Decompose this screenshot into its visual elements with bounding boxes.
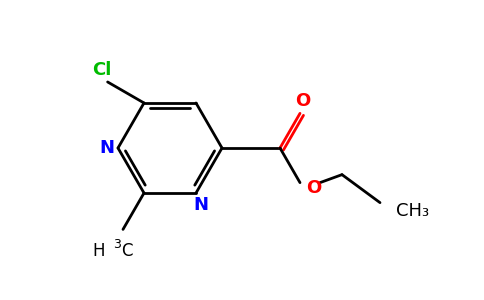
Text: N: N bbox=[100, 139, 115, 157]
Text: O: O bbox=[306, 178, 322, 196]
Text: H: H bbox=[92, 242, 105, 260]
Text: N: N bbox=[194, 196, 209, 214]
Text: Cl: Cl bbox=[92, 61, 111, 79]
Text: 3: 3 bbox=[113, 238, 121, 251]
Text: C: C bbox=[121, 242, 133, 260]
Text: O: O bbox=[295, 92, 311, 110]
Text: CH₃: CH₃ bbox=[396, 202, 429, 220]
